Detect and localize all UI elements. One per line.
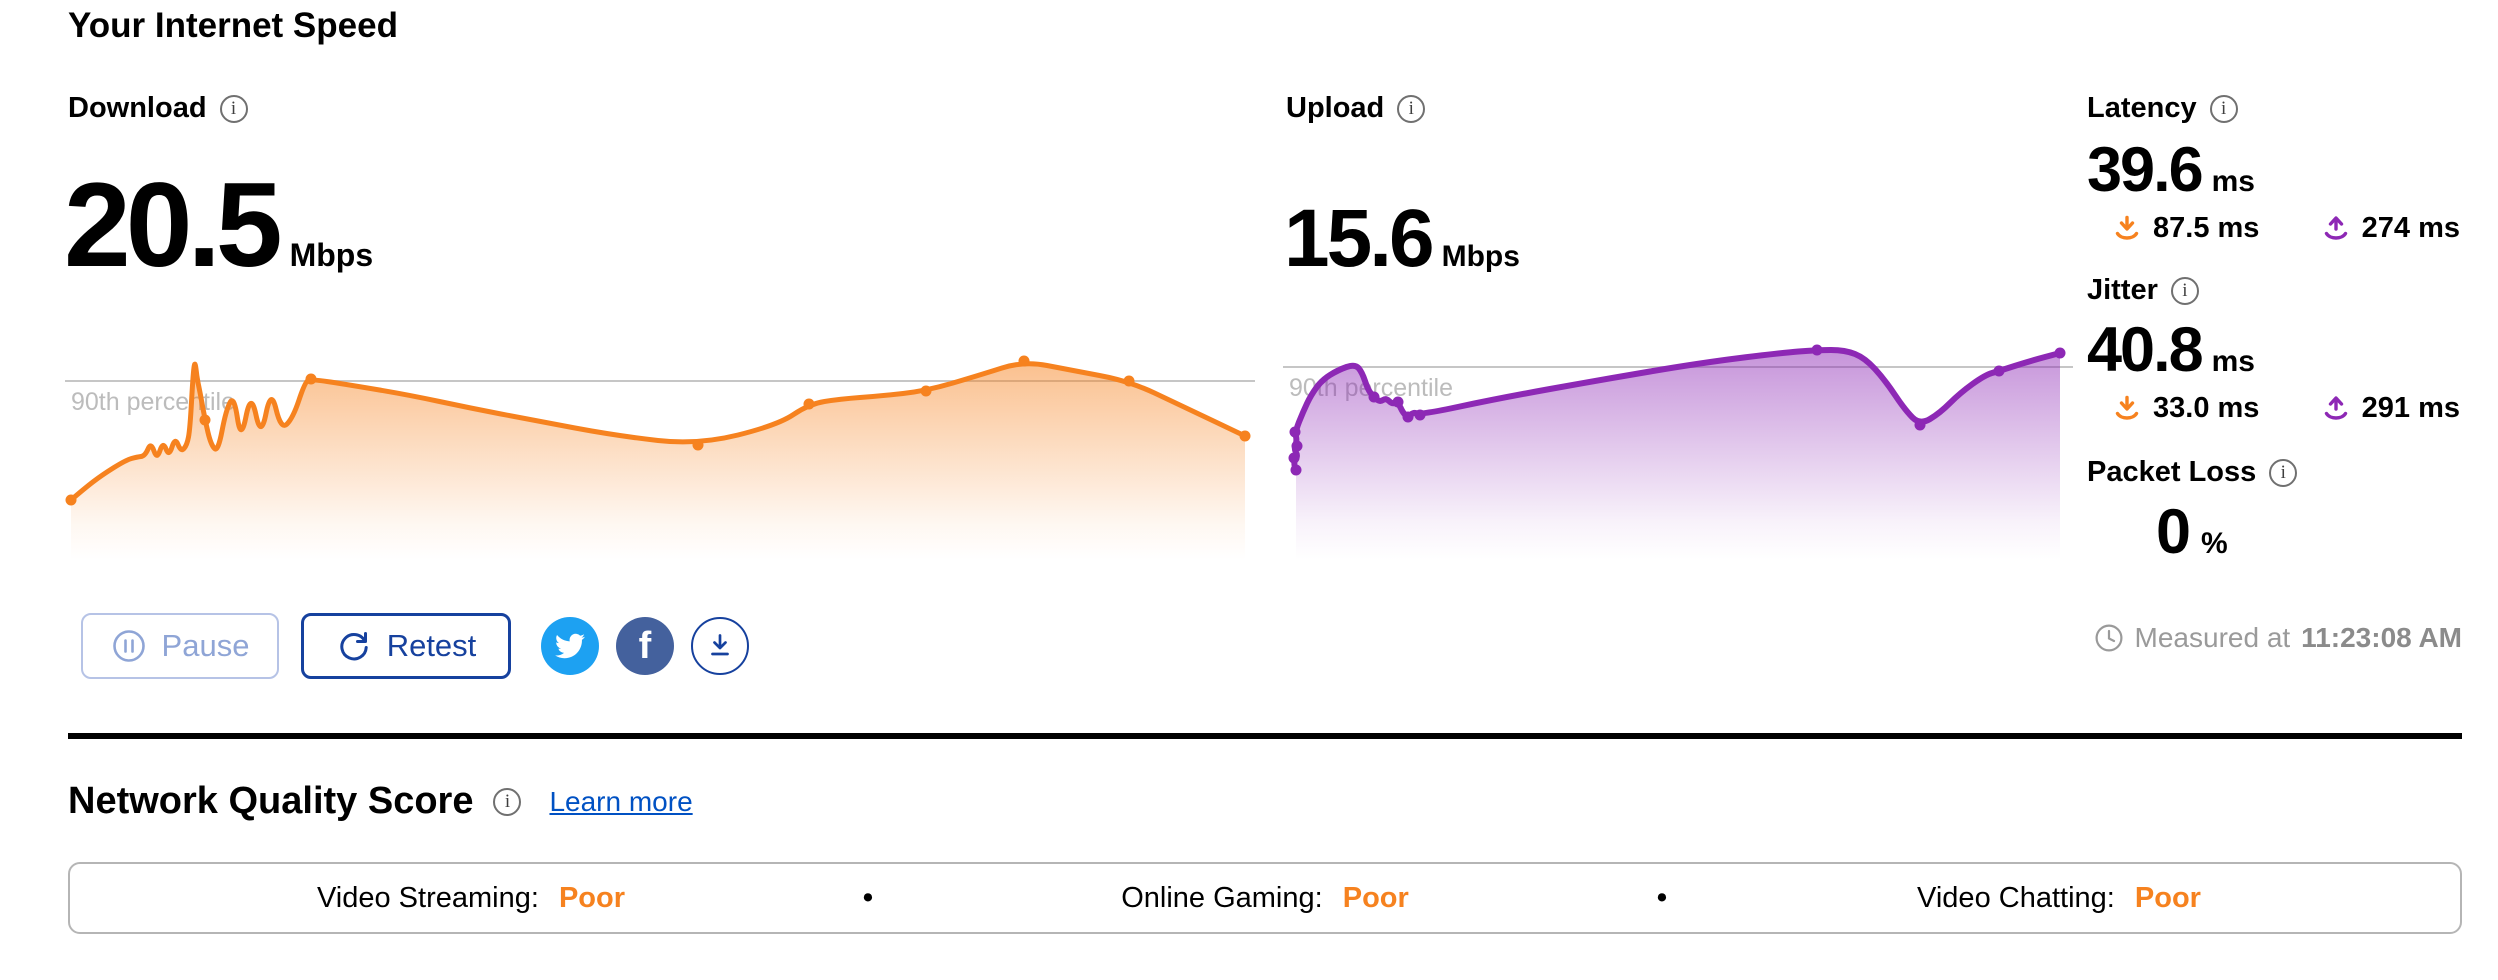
refresh-icon xyxy=(340,632,368,661)
packet-loss-value-group: 0 % xyxy=(2156,496,2228,568)
jitter-value: 40.8 xyxy=(2087,315,2204,385)
info-icon[interactable]: i xyxy=(2170,276,2199,305)
download-value-group: 20.5 Mbps xyxy=(64,156,373,294)
quality-item-label: Video Streaming: xyxy=(316,881,539,914)
info-icon[interactable]: i xyxy=(2209,94,2238,123)
latency-download-value: 87.5 ms xyxy=(2153,212,2260,244)
upload-unit: Mbps xyxy=(1441,240,1520,273)
upload-arrow-icon xyxy=(2324,395,2347,420)
upload-chart: 90th percentile xyxy=(1283,344,2073,560)
jitter-download-value: 33.0 ms xyxy=(2153,392,2260,424)
upload-value: 15.6 xyxy=(1284,193,1435,284)
quality-item-video-chatting: Video Chatting: Poor xyxy=(1861,882,2258,915)
download-label: Download xyxy=(68,92,207,124)
pause-label: Pause xyxy=(161,628,250,663)
packet-loss-label: Packet Loss xyxy=(2087,456,2257,488)
measured-time: 11:23:08 AM xyxy=(2301,622,2462,653)
quality-item-video-streaming: Video Streaming: Poor xyxy=(273,882,670,915)
quality-score-bar: Video Streaming: Poor • Online Gaming: P… xyxy=(68,862,2462,934)
network-quality-title: Network Quality Score xyxy=(68,780,474,822)
upload-section-header: Upload i xyxy=(1286,92,1426,125)
packet-loss-header: Packet Loss i xyxy=(2087,456,2298,489)
latency-upload-item: 274 ms xyxy=(2321,212,2460,245)
twitter-icon xyxy=(555,633,585,659)
latency-value-group: 39.6 ms xyxy=(2087,134,2255,206)
retest-label: Retest xyxy=(386,628,477,663)
measured-at: Measured at 11:23:08 AM xyxy=(2094,622,2462,654)
pause-icon xyxy=(112,630,145,662)
network-quality-header: Network Quality Score i Learn more xyxy=(68,780,693,823)
measured-prefix: Measured at xyxy=(2134,622,2291,653)
download-results-button[interactable] xyxy=(691,617,749,675)
info-icon[interactable]: i xyxy=(2269,458,2298,487)
bullet-separator: • xyxy=(862,881,874,914)
download-arrow-icon xyxy=(2115,215,2139,240)
upload-arrow-icon xyxy=(2324,215,2347,240)
section-divider xyxy=(68,733,2462,739)
share-twitter-button[interactable] xyxy=(541,617,599,675)
download-value: 20.5 xyxy=(64,158,283,292)
info-icon[interactable]: i xyxy=(219,94,248,123)
quality-rating: Poor xyxy=(1342,881,1409,914)
jitter-download-item: 33.0 ms xyxy=(2112,392,2259,425)
latency-upload-value: 274 ms xyxy=(2361,212,2460,244)
quality-rating: Poor xyxy=(2134,881,2201,914)
jitter-label: Jitter xyxy=(2087,274,2158,306)
jitter-header: Jitter i xyxy=(2087,274,2199,307)
quality-item-label: Online Gaming: xyxy=(1121,881,1323,914)
jitter-upload-value: 291 ms xyxy=(2361,392,2460,424)
download-section-header: Download i xyxy=(68,92,248,125)
jitter-value-group: 40.8 ms xyxy=(2087,314,2255,386)
jitter-unit: ms xyxy=(2211,345,2255,378)
share-facebook-button[interactable]: f xyxy=(616,617,674,675)
toolbar: Pause Retest f xyxy=(81,613,749,679)
pause-button[interactable]: Pause xyxy=(81,613,279,679)
quality-item-label: Video Chatting: xyxy=(1917,881,2115,914)
quality-rating: Poor xyxy=(558,881,626,914)
retest-button[interactable]: Retest xyxy=(301,613,511,679)
latency-header: Latency i xyxy=(2087,92,2238,125)
latency-download-item: 87.5 ms xyxy=(2112,212,2259,245)
jitter-breakdown: 33.0 ms 291 ms xyxy=(2112,392,2460,425)
latency-label: Latency xyxy=(2087,92,2197,124)
download-unit: Mbps xyxy=(289,237,374,273)
quality-item-online-gaming: Online Gaming: Poor xyxy=(1067,882,1464,915)
page-title: Your Internet Speed xyxy=(68,6,398,45)
svg-text:90th percentile: 90th percentile xyxy=(71,388,235,416)
facebook-icon: f xyxy=(638,624,652,667)
upload-label: Upload xyxy=(1286,92,1385,124)
latency-breakdown: 87.5 ms 274 ms xyxy=(2112,212,2460,245)
latency-unit: ms xyxy=(2211,165,2255,198)
upload-value-group: 15.6 Mbps xyxy=(1284,192,1520,286)
clock-icon xyxy=(2095,624,2123,652)
bullet-separator: • xyxy=(1656,881,1668,914)
save-download-icon xyxy=(711,634,729,656)
latency-value: 39.6 xyxy=(2087,135,2204,205)
packet-loss-value: 0 xyxy=(2156,497,2192,567)
jitter-upload-item: 291 ms xyxy=(2321,392,2460,425)
download-chart: 90th percentile xyxy=(65,355,1255,560)
packet-loss-unit: % xyxy=(2201,527,2228,560)
learn-more-link[interactable]: Learn more xyxy=(549,785,693,817)
info-icon[interactable]: i xyxy=(1397,94,1426,123)
download-arrow-icon xyxy=(2115,395,2139,420)
info-icon[interactable]: i xyxy=(493,787,522,816)
